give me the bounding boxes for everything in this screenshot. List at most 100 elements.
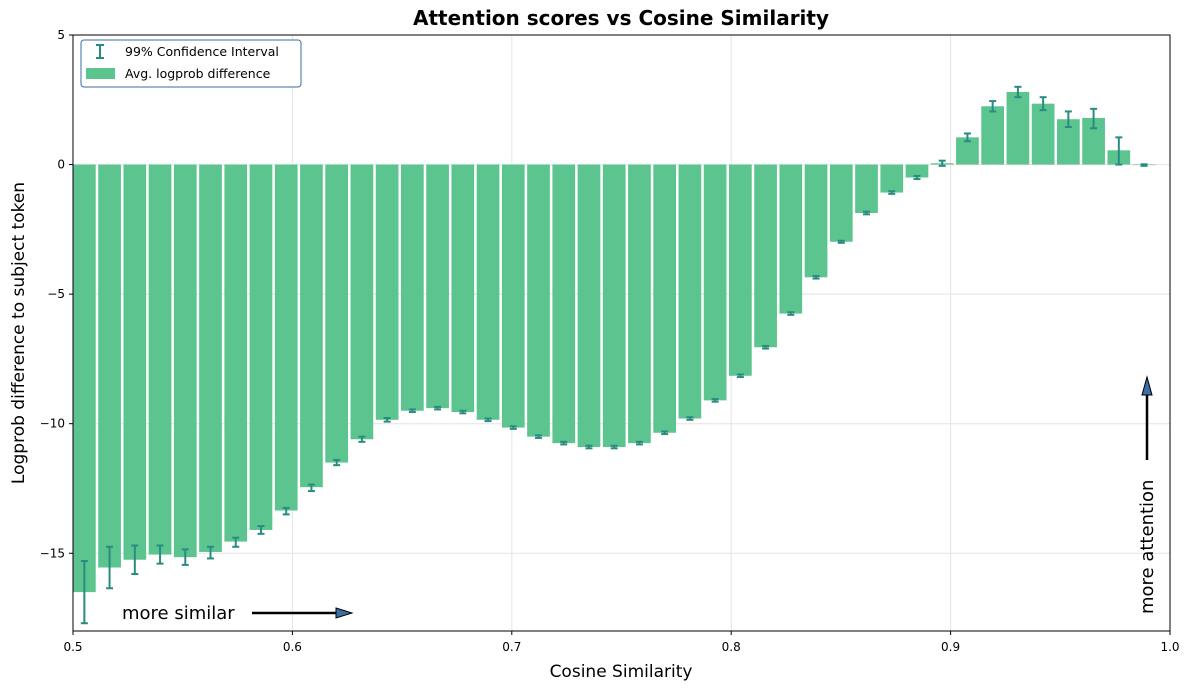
bar [401,164,424,411]
bar [905,164,929,178]
error-bar [1014,85,1022,99]
legend-box [80,39,302,88]
bar [653,164,677,433]
error-bar [938,159,946,167]
bar [678,164,702,419]
bar [602,164,626,448]
bar [779,164,803,314]
error-bar [484,417,492,423]
error-bar [509,425,517,430]
error-bar [434,405,442,411]
error-bar [863,210,871,216]
error-bar [560,440,568,446]
y-tick-label: 5 [57,28,65,42]
legend-ci-label: 99% Confidence Interval [125,44,279,59]
error-bar [181,548,189,566]
bar [73,164,96,593]
error-bar [812,274,820,280]
error-bar [282,506,290,516]
annotation-attention-text: more attention [1137,480,1158,614]
error-bar [106,545,114,590]
arrowhead-up-icon [1141,375,1153,396]
error-bar [358,435,366,443]
error-bar [408,408,416,414]
error-bar [963,132,971,143]
bar [577,164,601,448]
y-axis-label: Logprob difference to subject token [9,182,29,484]
error-bar [787,311,795,316]
x-tick-label: 0.8 [722,640,741,654]
error-bar [736,373,744,379]
bar [173,164,197,558]
bars [73,92,1156,593]
error-bar [888,190,896,195]
error-bar [257,525,265,535]
bar [1031,103,1055,165]
legend: 99% Confidence Interval Avg. logprob dif… [80,39,302,88]
bar [148,164,172,555]
error-bar [711,398,719,403]
bar [451,164,475,413]
error-bar [635,440,643,446]
error-bar [307,483,315,493]
bar [426,164,449,409]
axis-ticks: 0.5 0.6 0.7 0.8 0.9 1.0 5 0 −5 −10 −15 [40,28,1180,654]
bar [224,164,248,542]
error-bar [837,239,845,244]
bar [804,164,828,278]
error-bar [661,430,669,436]
x-tick-label: 0.5 [63,640,82,654]
bar [1057,119,1080,165]
plot-frame [72,34,1171,632]
legend-ci-icon [96,44,104,59]
legend-bar-label: Avg. logprob difference [125,66,271,81]
bar [981,106,1005,165]
y-tick-label: 0 [57,158,65,172]
y-tick-label: −15 [40,546,65,560]
bar [754,164,777,348]
bar [1006,92,1030,165]
bar [98,164,121,568]
bar [956,137,979,165]
error-bar [207,545,215,560]
bar [552,164,576,444]
bar [501,164,525,428]
error-bar [383,416,391,423]
error-bar [989,100,997,113]
error-bar [232,536,240,548]
error-bar [686,416,694,421]
error-bar [913,174,921,181]
bar [199,164,222,552]
bar [729,164,752,376]
bar [855,164,878,214]
error-bar [131,544,139,575]
bar [274,164,298,511]
bar [249,164,273,530]
error-bar [585,444,593,450]
error-bar [610,444,618,450]
bar [628,164,651,444]
bar [829,164,853,242]
annotation-similar-text: more similar [122,603,235,624]
x-tick-label: 0.9 [941,640,960,654]
arrowhead-right-icon [335,607,354,619]
error-bar [1140,163,1148,167]
error-bars [80,85,1148,625]
bar [375,164,399,420]
y-tick-label: −10 [40,417,65,431]
bar [123,164,147,560]
error-bar [1115,136,1123,166]
annotation-similar: more similar [122,603,354,624]
bar [350,164,374,440]
bar [527,164,550,437]
bar [325,164,349,463]
error-bar [333,458,341,467]
bar [1082,117,1105,165]
error-bar [156,544,164,565]
error-bar [535,434,543,439]
bar [476,164,500,420]
y-tick-label: −5 [47,287,65,301]
x-tick-label: 0.7 [502,640,521,654]
error-bar [762,344,770,350]
